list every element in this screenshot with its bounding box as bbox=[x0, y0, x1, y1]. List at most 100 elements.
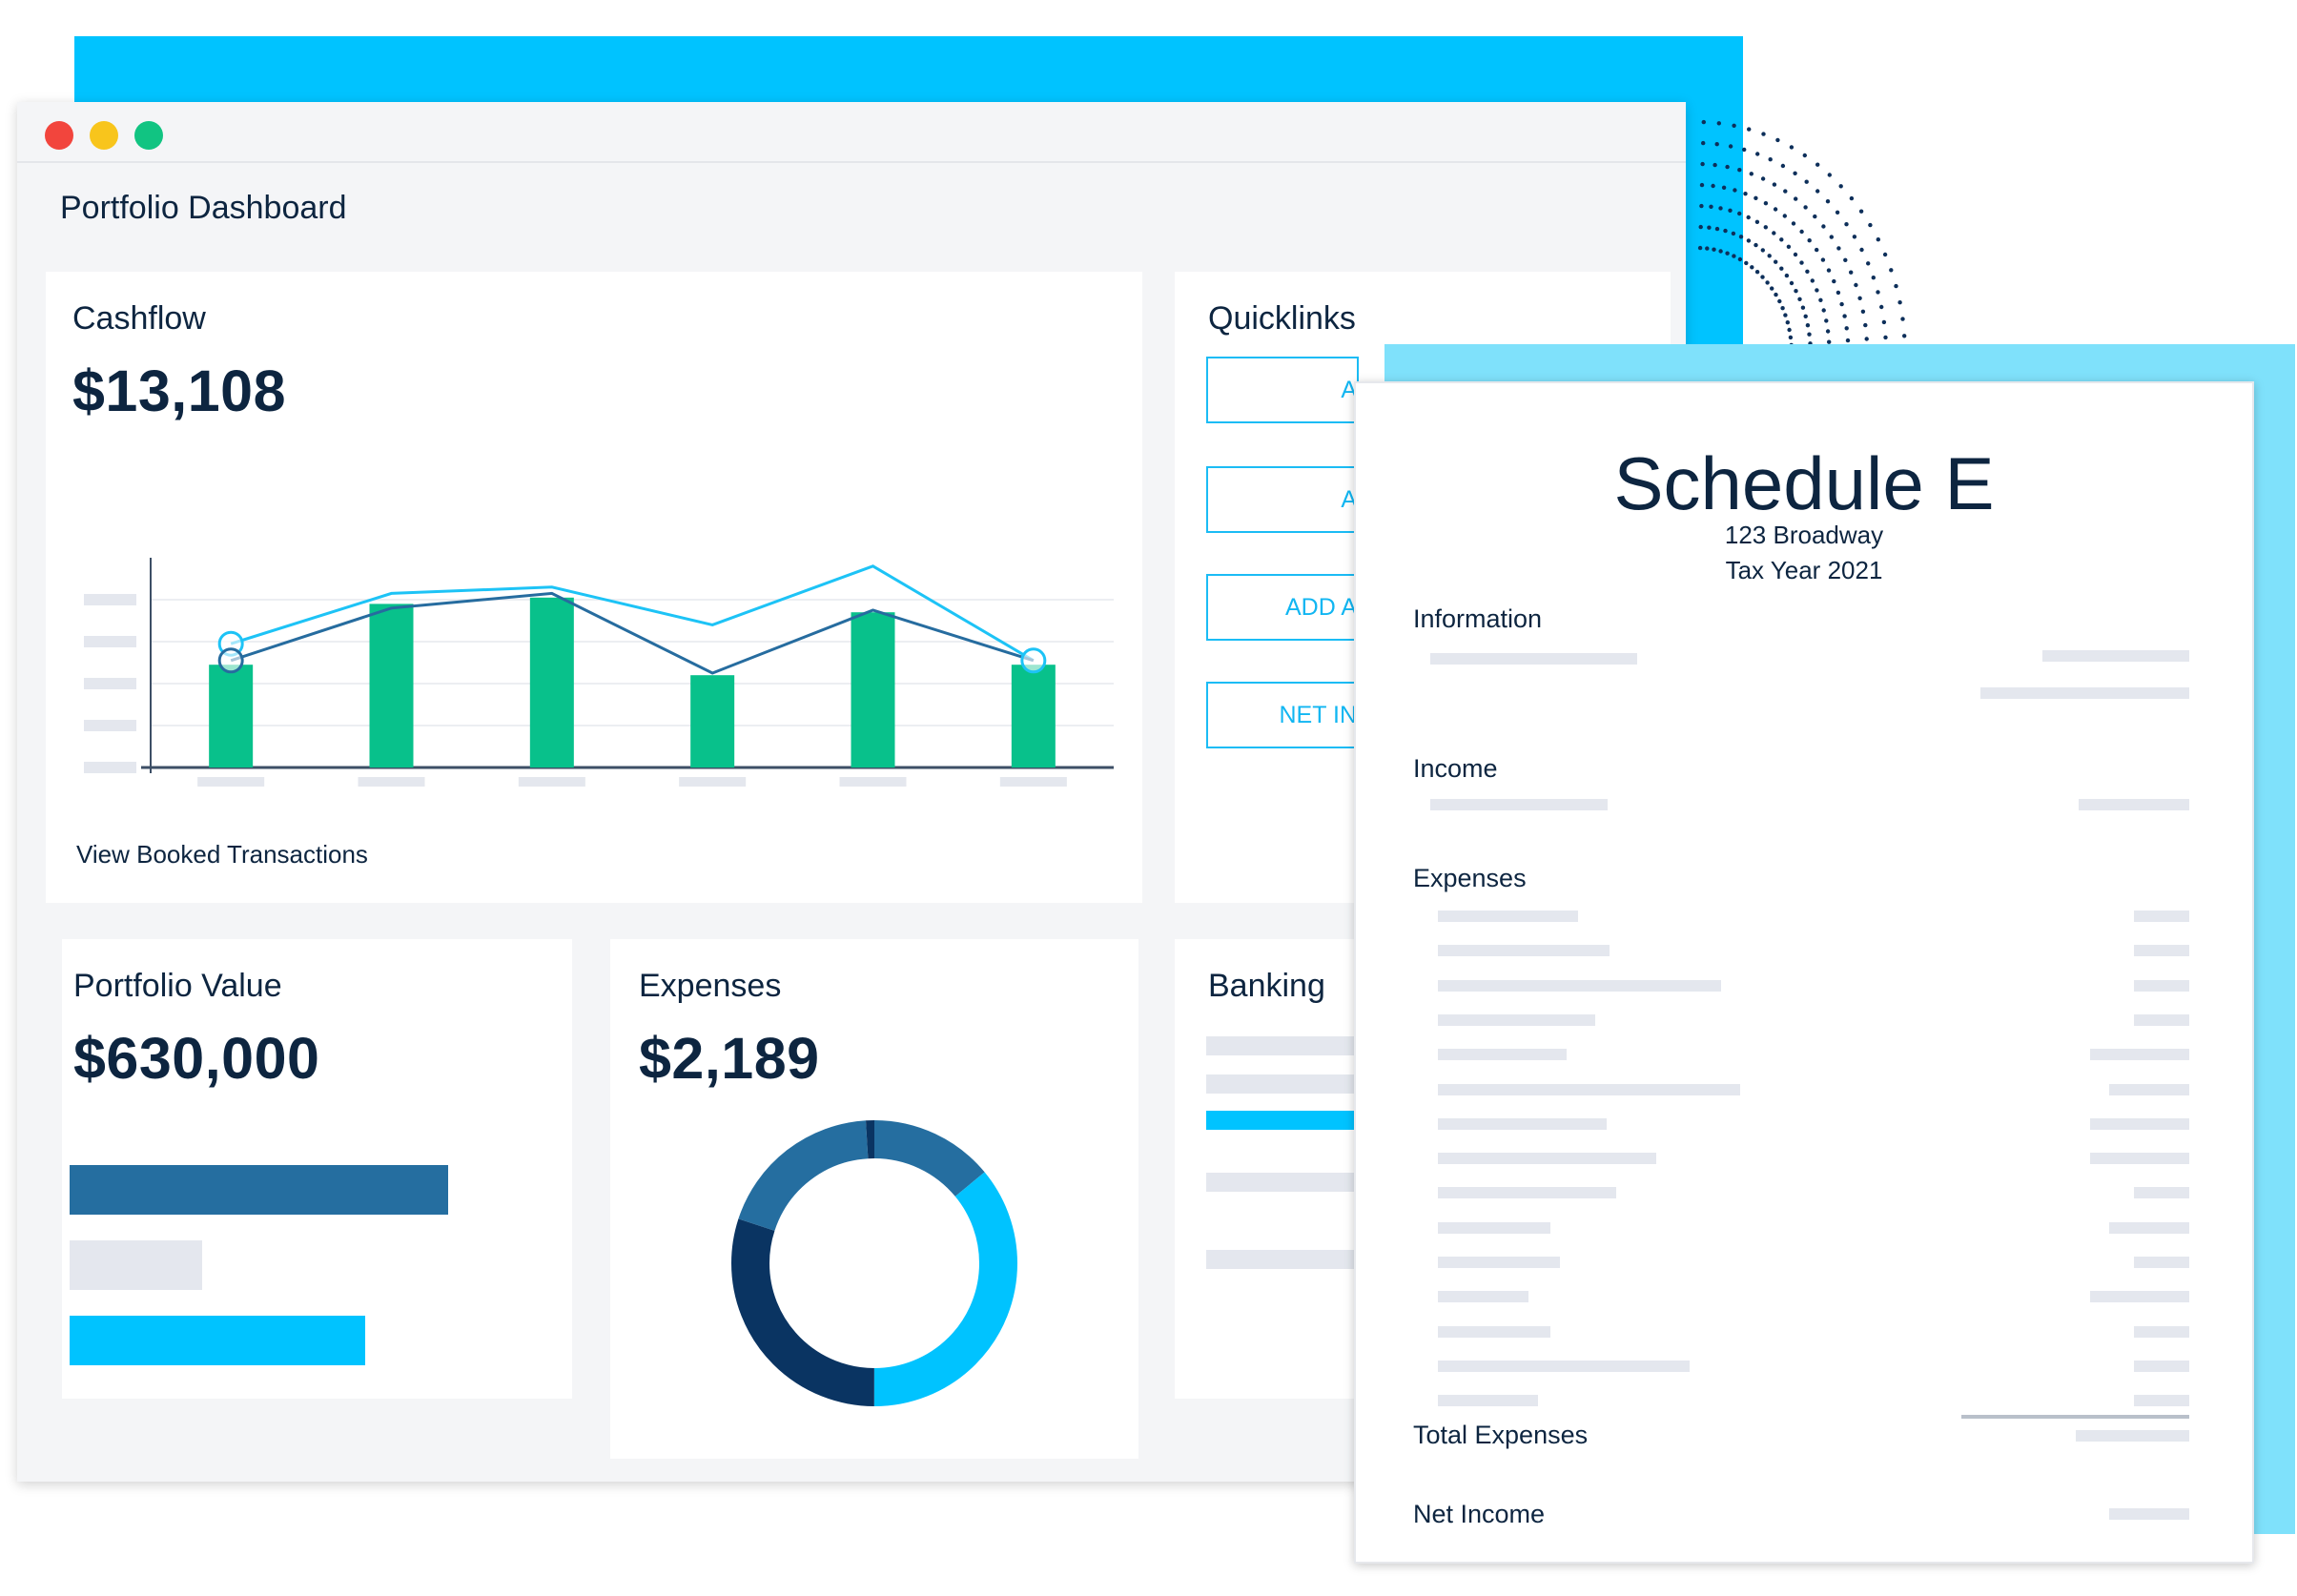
decor-dot bbox=[1780, 163, 1786, 169]
decor-dot bbox=[1815, 189, 1820, 194]
decor-dot bbox=[1871, 276, 1876, 280]
quicklink-button-2[interactable]: A bbox=[1206, 466, 1359, 533]
decor-dot bbox=[1774, 259, 1778, 264]
decor-dot bbox=[1883, 335, 1888, 340]
decor-dot bbox=[1755, 152, 1760, 156]
decor-dot bbox=[1760, 176, 1766, 181]
quicklink-button-net-income[interactable]: NET IN bbox=[1206, 682, 1359, 748]
decor-dot bbox=[1794, 289, 1798, 294]
decor-dot bbox=[1813, 214, 1817, 219]
decor-dot bbox=[1742, 147, 1747, 153]
decor-dot bbox=[1803, 205, 1808, 210]
decor-dot bbox=[1754, 219, 1760, 224]
quicklink-button-1[interactable]: A bbox=[1206, 357, 1359, 423]
doc-placeholder-amount bbox=[2109, 1221, 2189, 1234]
doc-placeholder-line bbox=[1438, 1153, 1656, 1165]
page-title: Portfolio Dashboard bbox=[60, 190, 347, 226]
decor-dot bbox=[1738, 235, 1744, 239]
decor-dot bbox=[1829, 235, 1834, 239]
y-tick-placeholder bbox=[84, 720, 136, 731]
decor-dot bbox=[1746, 215, 1751, 220]
decor-dot bbox=[1802, 153, 1807, 158]
portfolio-bar bbox=[70, 1165, 448, 1215]
decor-dot bbox=[1824, 318, 1829, 323]
decor-dot bbox=[1844, 222, 1849, 227]
decor-dot bbox=[1774, 292, 1778, 297]
decor-dot bbox=[1697, 245, 1703, 251]
decor-dot bbox=[1787, 327, 1792, 333]
decor-dot bbox=[1794, 196, 1798, 201]
decor-dot bbox=[1709, 204, 1713, 209]
decor-dot bbox=[1783, 189, 1788, 194]
decor-dot bbox=[1803, 314, 1808, 318]
decor-dot bbox=[1793, 252, 1798, 257]
decor-dot bbox=[1731, 231, 1736, 236]
decor-dot bbox=[1835, 210, 1840, 215]
decor-dot bbox=[1807, 332, 1812, 337]
decor-dot bbox=[1820, 257, 1826, 262]
decor-dot bbox=[1733, 188, 1737, 193]
total-divider bbox=[1961, 1415, 2189, 1419]
chart-bar bbox=[1011, 665, 1056, 767]
decor-dot bbox=[1743, 192, 1748, 196]
decor-dot bbox=[1807, 238, 1812, 243]
decor-dot bbox=[1714, 226, 1720, 232]
decor-dot bbox=[1889, 268, 1894, 273]
decor-dot bbox=[1761, 132, 1766, 136]
maximize-window-button[interactable] bbox=[134, 121, 163, 150]
decor-dot bbox=[1866, 261, 1871, 266]
decor-dot bbox=[1763, 225, 1768, 230]
decor-dot bbox=[1805, 269, 1810, 274]
decor-dot bbox=[1785, 320, 1790, 325]
decor-dot bbox=[1854, 282, 1858, 288]
doc-placeholder-amount bbox=[2134, 1395, 2189, 1407]
decor-dot bbox=[1900, 317, 1905, 321]
decor-dot bbox=[1779, 266, 1784, 271]
decor-dot bbox=[1864, 337, 1869, 341]
doc-placeholder-line bbox=[1438, 911, 1578, 922]
y-tick-placeholder bbox=[84, 762, 136, 773]
decor-dot bbox=[1860, 309, 1866, 314]
donut-slice bbox=[731, 1120, 1017, 1406]
decor-dot bbox=[1788, 335, 1794, 340]
decor-dot bbox=[1777, 298, 1782, 304]
decor-dot bbox=[1732, 123, 1736, 128]
donut-slice bbox=[731, 1120, 1017, 1406]
decor-dot bbox=[1845, 338, 1851, 343]
chart-series-line bbox=[230, 564, 1035, 663]
doc-placeholder-line bbox=[1438, 1360, 1690, 1372]
decor-dot bbox=[1800, 305, 1806, 310]
banking-title: Banking bbox=[1208, 968, 1325, 1004]
doc-placeholder-line bbox=[1438, 1187, 1616, 1199]
decor-dot bbox=[1749, 172, 1754, 176]
decor-dot bbox=[1754, 242, 1758, 248]
decor-dot bbox=[1714, 142, 1719, 147]
section-total-expenses: Total Expenses bbox=[1413, 1421, 1589, 1449]
window-titlebar bbox=[17, 102, 1686, 163]
decor-dot bbox=[1843, 257, 1848, 262]
x-tick-placeholder bbox=[999, 777, 1067, 787]
chart-bar bbox=[851, 612, 895, 767]
decor-dot bbox=[1894, 283, 1898, 289]
doc-placeholder-amount bbox=[2134, 1013, 2189, 1026]
decor-dot bbox=[1780, 306, 1785, 311]
y-tick-placeholder bbox=[84, 594, 136, 605]
doc-placeholder-line bbox=[1438, 1049, 1567, 1061]
quicklink-button-add[interactable]: ADD A bbox=[1206, 574, 1359, 641]
expenses-donut-chart bbox=[731, 1120, 1017, 1406]
dashboard-window: Portfolio Dashboard Cashflow $13,108 Vie… bbox=[17, 102, 1686, 1482]
expenses-card: Expenses $2,189 bbox=[610, 939, 1138, 1459]
doc-placeholder-line bbox=[1438, 979, 1721, 992]
decor-dot bbox=[1836, 246, 1841, 251]
decor-dot bbox=[1718, 249, 1723, 254]
view-booked-transactions-link[interactable]: View Booked Transactions bbox=[76, 840, 368, 869]
decor-dot bbox=[1818, 297, 1823, 302]
decor-dot bbox=[1767, 254, 1772, 258]
minimize-window-button[interactable] bbox=[90, 121, 118, 150]
close-window-button[interactable] bbox=[45, 121, 73, 150]
decor-dot bbox=[1810, 278, 1815, 283]
doc-placeholder-line bbox=[1438, 1221, 1550, 1234]
decor-dot bbox=[1712, 247, 1716, 252]
schedule-title: Schedule E bbox=[1613, 441, 1995, 525]
cashflow-card: Cashflow $13,108 View Booked Transaction… bbox=[46, 272, 1142, 903]
